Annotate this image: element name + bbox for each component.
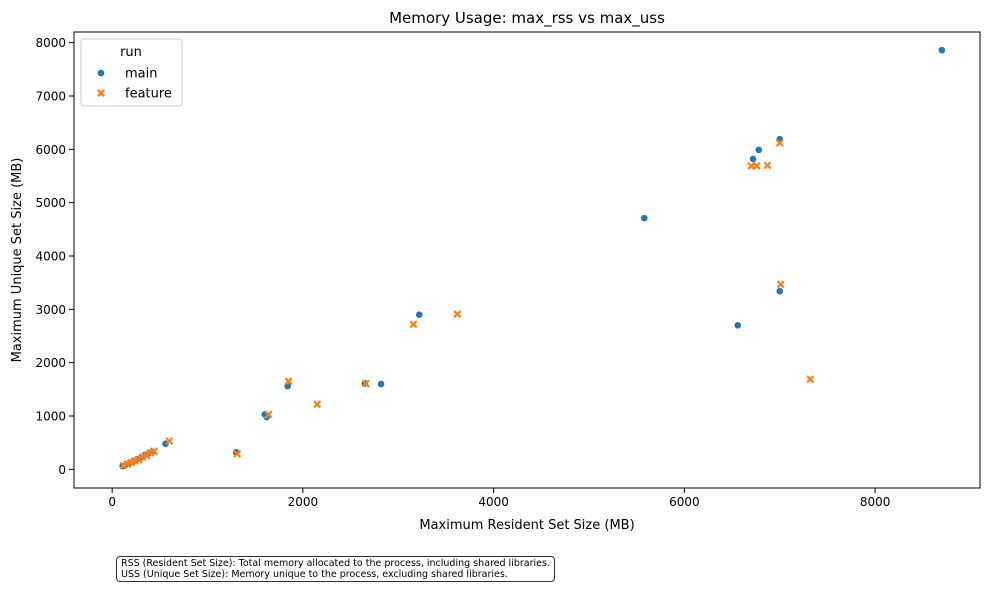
y-tick-label: 8000 <box>35 36 66 50</box>
y-axis-label: Maximum Unique Set Size (MB) <box>10 158 25 363</box>
point-feature <box>763 161 772 170</box>
x-tick-label: 6000 <box>669 495 700 509</box>
x-tick-label: 8000 <box>860 495 891 509</box>
definitions-note: RSS (Resident Set Size): Total memory al… <box>116 556 555 582</box>
chart-title: Memory Usage: max_rss vs max_uss <box>389 9 665 28</box>
legend-box <box>80 38 183 107</box>
y-tick-label: 3000 <box>35 303 66 317</box>
point-feature <box>752 161 761 170</box>
y-tick-label: 2000 <box>35 356 66 370</box>
point-main <box>749 155 757 163</box>
point-feature <box>165 437 174 446</box>
y-tick-label: 4000 <box>35 250 66 264</box>
point-feature <box>775 138 784 147</box>
point-main <box>415 310 424 319</box>
point-feature <box>264 410 273 419</box>
x-axis-label: Maximum Resident Set Size (MB) <box>419 518 634 533</box>
y-tick-label: 7000 <box>35 90 66 104</box>
x-axis-ticks: 0 2000 4000 6000 8000 <box>108 488 890 509</box>
point-feature <box>776 280 785 289</box>
legend-label-main: main <box>125 67 157 82</box>
point-feature <box>284 377 293 386</box>
point-main <box>640 214 649 223</box>
point-feature <box>806 375 815 384</box>
legend-label-feature: feature <box>125 87 172 102</box>
rss-definition: RSS (Resident Set Size): Total memory al… <box>121 558 550 569</box>
y-tick-label: 1000 <box>35 410 66 424</box>
point-feature <box>361 379 370 388</box>
legend-title: run <box>120 45 142 60</box>
point-main <box>377 380 385 388</box>
point-main <box>754 145 763 154</box>
point-main <box>937 46 946 55</box>
point-feature <box>233 449 242 458</box>
point-feature <box>313 400 322 409</box>
uss-definition: USS (Unique Set Size): Memory unique to … <box>121 569 508 580</box>
y-axis-ticks: 0 1000 2000 3000 4000 5000 6000 7000 8000 <box>35 36 74 477</box>
point-feature <box>119 461 128 470</box>
y-tick-label: 6000 <box>35 143 66 157</box>
x-tick-label: 0 <box>108 495 116 509</box>
data-points <box>118 46 946 471</box>
legend-marker-main <box>97 69 105 77</box>
x-tick-label: 2000 <box>288 495 319 509</box>
plot-frame <box>73 31 981 489</box>
y-tick-label: 5000 <box>35 196 66 210</box>
point-main <box>733 321 742 330</box>
point-feature <box>453 310 462 319</box>
y-tick-label: 0 <box>58 463 66 477</box>
x-tick-label: 4000 <box>478 495 509 509</box>
point-main <box>775 287 784 296</box>
legend-marker-feature <box>97 89 105 97</box>
legend: run main feature <box>80 38 183 107</box>
point-feature <box>409 320 418 329</box>
